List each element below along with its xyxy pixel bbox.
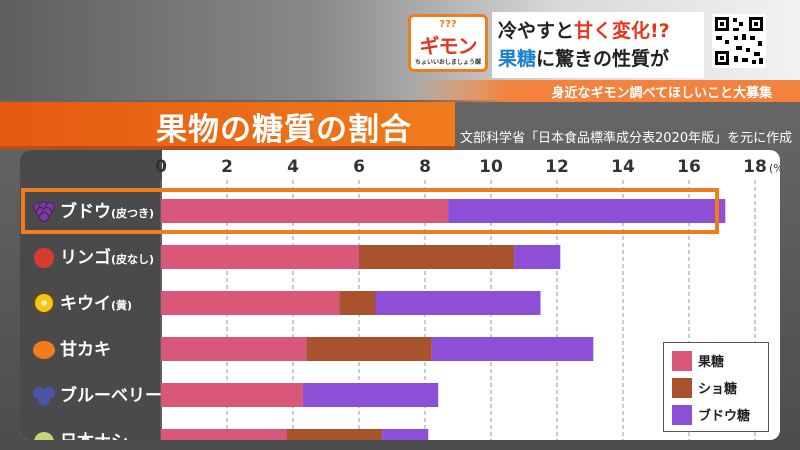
legend: 果糖 ショ糖 ブドウ糖 (663, 342, 769, 432)
chart-title: 果物の糖質の割合 (156, 112, 412, 148)
category-label: キウイ(黄) (60, 294, 132, 314)
legend-swatch (672, 351, 692, 371)
grape-icon (33, 201, 55, 222)
chart-panel: 0 2 4 6 8 10 12 14 16 18(%) ブドウ(皮つき) リンゴ(皮なし) キウイ(黄)… (20, 150, 780, 440)
pear-icon (34, 432, 54, 440)
x-tick-label: 12 (545, 157, 569, 177)
x-tick-label: 0 (155, 157, 167, 177)
x-tick-label: 4 (287, 157, 299, 177)
x-tick-label: 16 (677, 157, 701, 177)
bar-segment (448, 199, 726, 223)
category-label: ブルーベリー (60, 385, 162, 406)
program-logo: ??? ギモン ちょいいおしましょう課 (408, 14, 488, 72)
qr-code-icon[interactable] (712, 14, 766, 68)
legend-swatch (672, 378, 692, 398)
banner-strip: 身近なギモン調べてほしいこと大募集 (412, 80, 800, 102)
x-tick-label: 6 (353, 157, 365, 177)
category-label: 甘カキ (60, 339, 111, 360)
headline-2-b: に驚きの性質が (536, 48, 670, 70)
x-tick-label: 18 (743, 157, 767, 177)
bar-segment (161, 429, 287, 440)
bar-segment (306, 337, 432, 361)
logo-sub-text: ちょいいおしましょう課 (414, 59, 481, 66)
logo-top-text: ??? (439, 19, 457, 30)
bar-segment (375, 291, 541, 315)
category-label: リンゴ(皮なし) (60, 247, 154, 268)
title-band-underline (0, 146, 455, 149)
headline-line-2: 果糖に驚きの性質が (498, 44, 704, 71)
bar-segment (302, 383, 439, 407)
x-tick-label: 14 (611, 157, 635, 177)
headline-1-b: 甘く変化!? (574, 20, 670, 42)
highlight-frame (21, 188, 719, 234)
apple-icon (34, 248, 54, 268)
bar-segment (161, 383, 303, 407)
bar-segment (161, 245, 359, 269)
chart-svg: 0 2 4 6 8 10 12 14 16 18(%) ブドウ(皮つき) リンゴ(皮なし) キウイ(黄)… (21, 157, 780, 440)
category-label: 日本ナシ (60, 431, 128, 440)
bar-segment (514, 245, 561, 269)
bar-segment (431, 337, 594, 361)
kiwi-icon (33, 292, 55, 314)
legend-label: 果糖 (698, 355, 725, 370)
headline-2-a: 果糖 (498, 48, 537, 70)
bar-segment (161, 291, 340, 315)
x-unit-label: (%) (769, 162, 780, 175)
banner-strip-text: 身近なギモン調べてほしいこと大募集 (551, 86, 772, 101)
bar-segment (382, 429, 429, 440)
x-tick-label: 2 (221, 157, 233, 177)
bar-segment (161, 199, 449, 223)
bar-segment (359, 245, 515, 269)
headline-1-a: 冷やすと (498, 20, 575, 42)
source-note: 文部科学省「日本食品標準成分表2020年版」を元に作成 (460, 131, 793, 146)
blueberry-icon (33, 387, 55, 406)
persimmon-icon (33, 341, 55, 359)
legend-label: ブドウ糖 (698, 409, 751, 424)
category-label: ブドウ(皮つき) (60, 201, 154, 222)
x-tick-label: 8 (419, 157, 431, 177)
legend-label: ショ糖 (698, 382, 738, 397)
bar-segment (339, 291, 376, 315)
x-tick-label: 10 (479, 157, 503, 177)
title-band (0, 102, 455, 146)
bar-segment (161, 337, 307, 361)
headline-line-1: 冷やすと甘く変化!? (498, 16, 704, 43)
headline-box (492, 12, 704, 78)
bar-segment (286, 429, 383, 440)
legend-swatch (672, 405, 692, 425)
logo-main-text: ギモン (419, 34, 478, 58)
